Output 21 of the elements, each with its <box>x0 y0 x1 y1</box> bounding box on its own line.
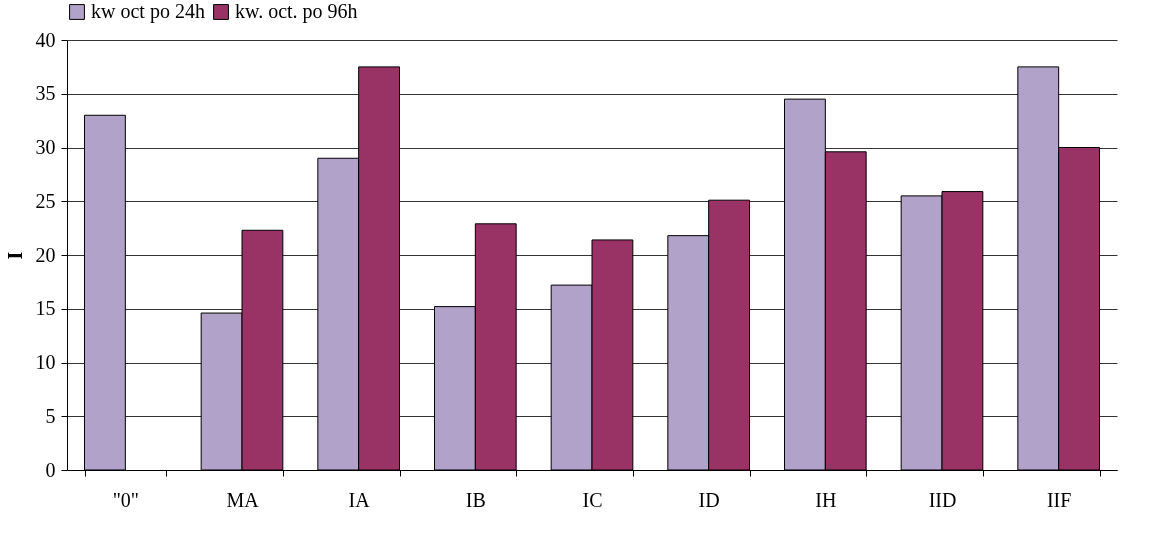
x-tick-label: IID <box>928 488 957 511</box>
x-tick-label: "0" <box>112 488 139 511</box>
y-axis-title: I <box>3 251 26 260</box>
x-tick-label: MA <box>226 488 260 511</box>
y-tick-label: 20 <box>35 243 56 266</box>
y-tick-label: 10 <box>35 351 56 373</box>
x-tick-label: IB <box>465 488 486 511</box>
x-tick-label: IA <box>348 488 371 511</box>
y-tick-label: 0 <box>45 458 56 481</box>
y-tick-label: 25 <box>35 189 56 212</box>
y-tick-label: 30 <box>35 136 56 158</box>
legend-label: kw. oct. po 96h <box>235 0 358 23</box>
y-tick-label: 5 <box>45 404 56 427</box>
x-tick-label: IIF <box>1046 488 1072 511</box>
x-tick-label: IC <box>582 488 603 511</box>
y-tick-label: 40 <box>35 28 56 51</box>
x-tick-label: ID <box>698 488 720 511</box>
legend-label: kw oct po 24h <box>91 0 205 23</box>
x-tick-label: IH <box>815 488 837 511</box>
y-tick-label: 15 <box>35 297 56 320</box>
y-tick-label: 35 <box>35 82 56 105</box>
